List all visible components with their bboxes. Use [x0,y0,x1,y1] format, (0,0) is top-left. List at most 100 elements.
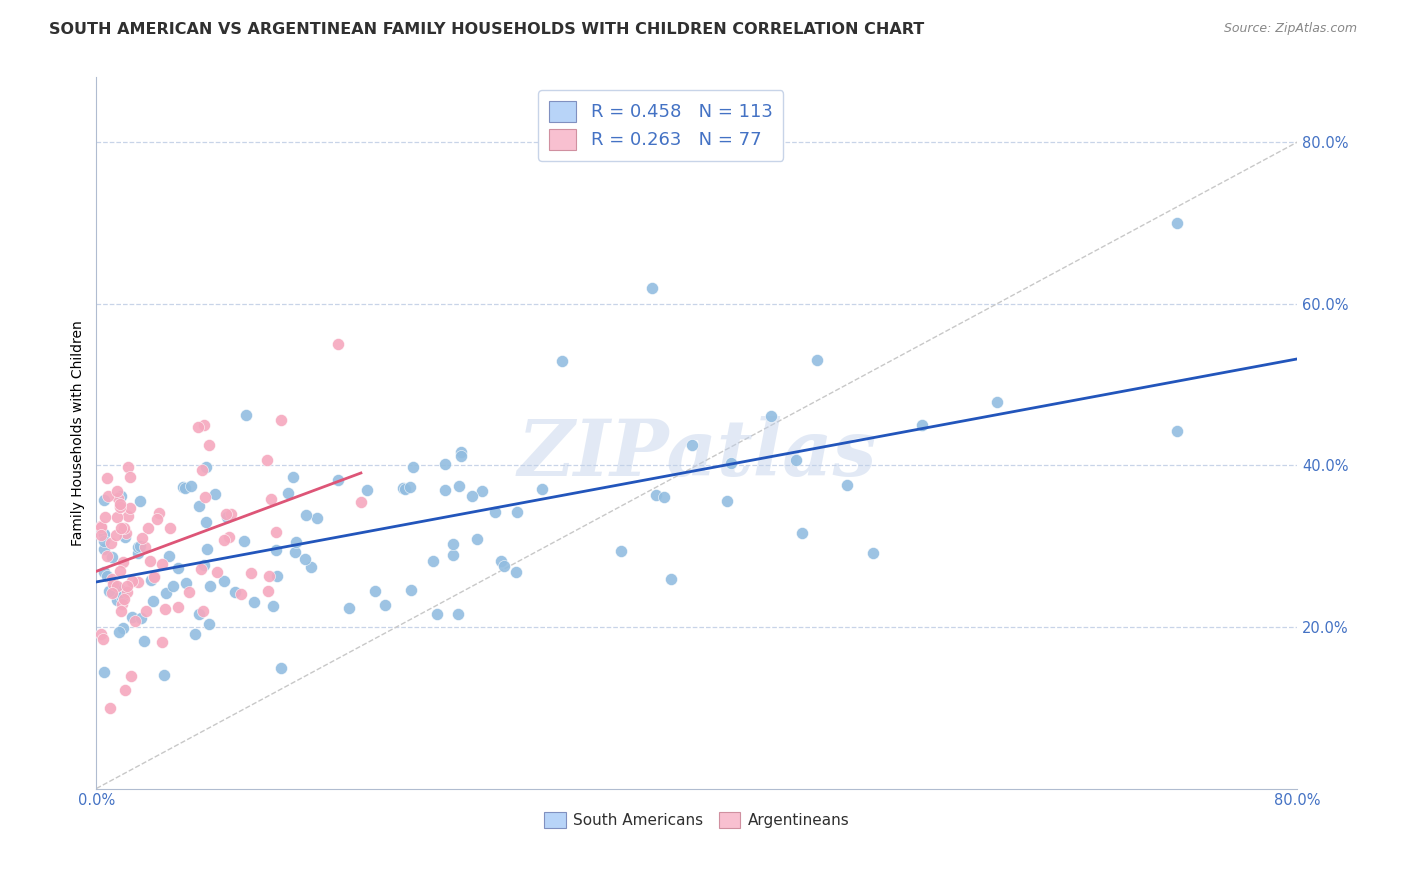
Point [103,585,125,599]
Text: ZIPatlas: ZIPatlas [517,416,876,492]
Point [111,597,134,611]
Point [93,533,115,548]
Point [197,617,219,632]
Point [681,438,703,452]
Point [131,531,153,545]
Point [90,528,112,542]
Point [195,515,218,529]
Point [441,537,464,551]
Point [90,520,112,534]
Point [142,594,165,608]
Point [97,584,120,599]
Point [212,533,235,547]
Point [641,280,664,294]
Point [198,438,221,452]
Point [134,540,156,554]
Point [277,486,299,500]
Point [243,595,266,609]
Point [93,527,115,541]
Point [179,584,201,599]
Point [328,336,350,351]
Point [645,488,668,502]
Point [986,395,1008,409]
Point [195,542,218,557]
Point [100,586,122,600]
Point [105,484,128,499]
Point [489,554,512,568]
Point [911,418,934,433]
Point [153,668,176,682]
Point [198,578,221,592]
Point [190,562,212,576]
Point [191,463,214,477]
Point [391,481,413,495]
Point [90,627,112,641]
Point [100,700,122,714]
Point [110,582,132,597]
Point [135,605,157,619]
Point [356,483,378,497]
Point [221,508,243,522]
Point [434,483,457,497]
Point [112,555,135,569]
Point [1166,424,1188,438]
Point [716,493,738,508]
Point [115,579,138,593]
Point [307,511,329,525]
Point [214,574,236,589]
Point [257,583,280,598]
Point [530,482,553,496]
Point [121,574,143,589]
Y-axis label: Family Households with Children: Family Households with Children [72,320,86,546]
Point [761,409,783,423]
Point [505,565,527,579]
Point [118,469,141,483]
Point [337,601,360,615]
Point [93,665,115,679]
Point [91,632,114,646]
Point [167,599,190,614]
Point [260,491,283,506]
Point [110,500,132,514]
Point [284,534,307,549]
Point [150,635,173,649]
Point [215,510,238,524]
Point [283,470,305,484]
Point [104,528,127,542]
Point [110,564,132,578]
Point [188,499,211,513]
Point [148,507,170,521]
Point [100,573,122,587]
Point [785,453,807,467]
Point [399,479,422,493]
Point [112,521,135,535]
Point [107,624,129,639]
Point [142,570,165,584]
Point [105,592,128,607]
Point [129,539,152,553]
Point [364,584,387,599]
Point [194,491,217,505]
Point [720,456,742,470]
Point [110,521,132,535]
Point [114,529,136,543]
Point [193,417,215,432]
Point [94,510,117,524]
Point [127,575,149,590]
Point [153,602,176,616]
Text: Source: ZipAtlas.com: Source: ZipAtlas.com [1223,22,1357,36]
Point [162,579,184,593]
Point [262,599,284,614]
Point [173,481,195,495]
Point [127,546,149,560]
Point [215,507,238,521]
Point [1166,216,1188,230]
Point [141,574,163,588]
Point [105,579,128,593]
Point [146,512,169,526]
Point [449,479,471,493]
Point [218,530,240,544]
Point [471,484,494,499]
Point [399,583,422,598]
Point [205,565,228,579]
